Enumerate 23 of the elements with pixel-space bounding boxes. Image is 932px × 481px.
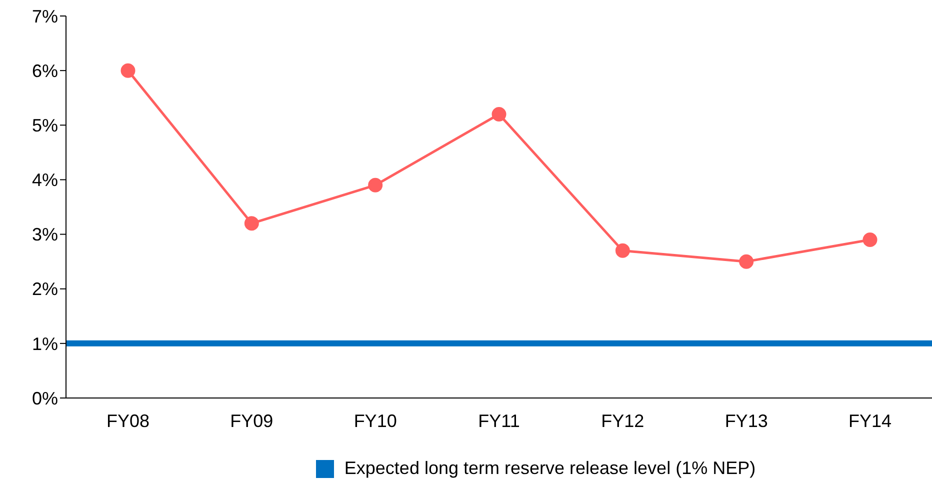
point <box>492 106 506 122</box>
x-tick-label: FY08 <box>106 410 150 431</box>
point <box>615 243 630 258</box>
y-tick-label: 3% <box>32 224 58 245</box>
y-tick-label: 6% <box>32 60 58 81</box>
y-tick-label: 7% <box>32 6 58 26</box>
y-tick-label: 1% <box>32 334 58 354</box>
x-tick-label: FY14 <box>848 410 892 431</box>
x-tick-label: FY12 <box>601 410 644 431</box>
x-tick-label: FY09 <box>230 410 274 431</box>
point <box>862 232 878 247</box>
y-tick-label: 5% <box>32 116 58 136</box>
y-tick-label: 2% <box>32 279 58 300</box>
y-tick-label: 4% <box>32 170 58 190</box>
point <box>368 178 383 192</box>
point <box>244 216 259 231</box>
point <box>739 254 754 269</box>
point <box>120 63 136 78</box>
legend-label: Expected long term reserve release level (1% NEP) <box>344 458 756 479</box>
y-tick-label: 0% <box>32 388 58 408</box>
x-tick-label: FY11 <box>478 410 520 431</box>
x-tick-label: FY13 <box>724 410 768 431</box>
x-tick-label: FY10 <box>354 410 397 431</box>
